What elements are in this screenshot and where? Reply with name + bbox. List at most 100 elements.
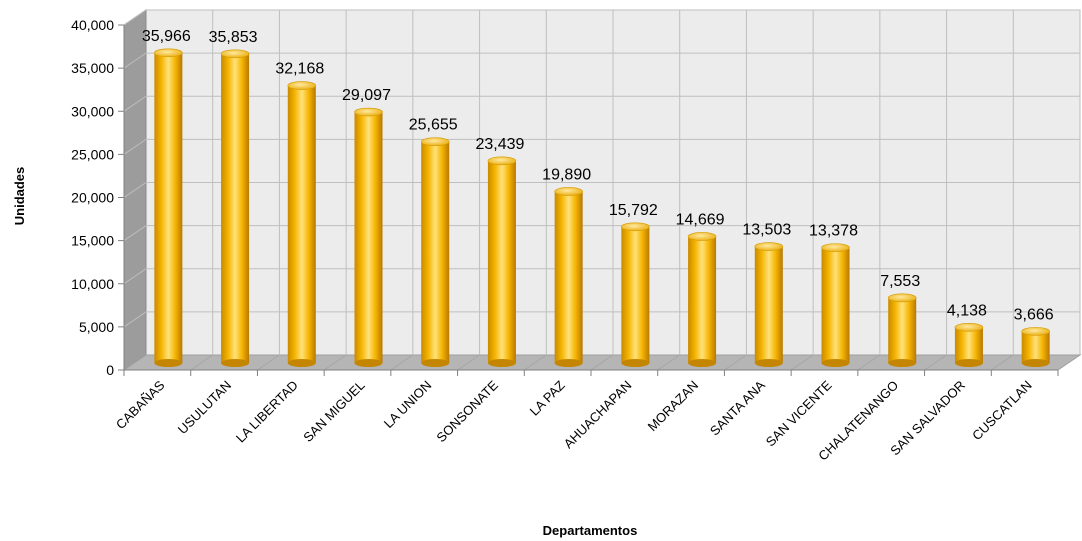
bar (1021, 327, 1050, 367)
x-tick-label: SANTA ANA (707, 377, 768, 438)
data-label: 19,890 (542, 166, 591, 183)
bar-top (954, 323, 984, 332)
bar (754, 242, 784, 367)
data-label: 7,553 (880, 273, 920, 290)
x-tick-label: LA LIBERTAD (233, 378, 301, 446)
bar-body (221, 53, 250, 363)
gridline-side (123, 9, 147, 26)
bar-body (888, 297, 917, 363)
bar-body (287, 85, 316, 364)
y-tick-label: 10,000 (71, 276, 114, 292)
bar-body (1021, 331, 1050, 363)
bar-base (554, 359, 583, 367)
bar-top (554, 187, 583, 196)
bar (420, 137, 450, 367)
bar-base (154, 359, 183, 367)
gridline-side (123, 138, 147, 155)
data-label: 35,853 (209, 29, 258, 46)
floor-line (590, 354, 614, 371)
data-label: 32,168 (275, 61, 324, 78)
bar-body (621, 226, 650, 363)
bar-base (954, 359, 983, 367)
data-label: 14,669 (676, 211, 725, 228)
bar-base (754, 359, 783, 367)
bar-base (621, 359, 650, 367)
bar-top (621, 222, 650, 232)
data-label: 13,378 (809, 223, 858, 240)
y-tick-label: 35,000 (71, 60, 114, 76)
bar-base (221, 359, 250, 367)
data-label: 4,138 (947, 302, 987, 319)
gridline-side (123, 225, 147, 242)
y-axis: 0 5,000 10,000 15,000 20,000 25,000 30,000 35,0… (71, 17, 125, 378)
y-tick-label: 15,000 (71, 233, 114, 249)
bar (954, 323, 984, 367)
bar (687, 232, 717, 367)
x-tick-label: LA UNION (381, 378, 435, 432)
y-tick-label: 0 (106, 362, 114, 378)
gridline-side (123, 95, 147, 112)
floor-line (790, 354, 814, 371)
bar-body (954, 327, 983, 363)
bar-top (821, 243, 850, 252)
bar (554, 187, 583, 367)
bar-top (687, 232, 717, 241)
bar (154, 48, 183, 367)
bar-body (754, 246, 783, 363)
bar-top (754, 242, 784, 251)
bar-top (420, 137, 450, 147)
floor-line (657, 354, 680, 371)
bar (354, 107, 383, 367)
x-tick-label: USULUTAN (175, 378, 234, 437)
floor-line (991, 354, 1014, 371)
bar-top (887, 293, 917, 303)
bar-base (487, 359, 516, 367)
y-tick-label: 20,000 (71, 190, 114, 206)
bar-top (487, 156, 517, 166)
bar-base (421, 359, 450, 367)
y-tick-label: 5,000 (79, 319, 114, 335)
bar-base (888, 359, 917, 367)
bar-top (287, 81, 317, 90)
data-label: 29,097 (342, 87, 391, 104)
bar (621, 222, 650, 367)
gridline-side (123, 182, 147, 198)
chart-walls (122, 9, 1082, 371)
bar-top (354, 107, 383, 117)
y-tick-label: 30,000 (71, 103, 114, 119)
x-tick-label: LA PAZ (527, 377, 568, 418)
x-tick-label: SONSONATE (433, 377, 501, 445)
bar-body (154, 52, 183, 364)
data-label: 3,666 (1014, 306, 1054, 323)
x-tick-label: AHUACHAPAN (561, 378, 635, 452)
floor-line (323, 354, 347, 371)
x-tick-label: CUSCATLAN (969, 378, 1035, 444)
bar-base (354, 359, 383, 367)
floor-line (190, 354, 213, 371)
bar-body (821, 247, 850, 363)
floor-line (390, 354, 414, 371)
bar (821, 243, 850, 367)
bar-top (1021, 327, 1050, 336)
bar-body (688, 236, 717, 363)
bar (487, 156, 517, 367)
floor-line (724, 354, 747, 371)
bar-base (688, 359, 717, 367)
y-tick-label: 40,000 (71, 17, 114, 33)
bar-body (487, 160, 516, 363)
data-label: 25,655 (409, 117, 458, 134)
x-tick-label: SAN MIGUEL (300, 378, 367, 445)
floor-line (924, 354, 947, 371)
data-label: 35,966 (142, 28, 191, 45)
bar-body (421, 141, 450, 363)
y-tick-label: 25,000 (71, 146, 114, 162)
bar-base (287, 359, 316, 367)
bar (287, 81, 317, 367)
bar-base (821, 359, 850, 367)
floor-line (257, 354, 280, 371)
x-axis-title: Departamentos (543, 523, 638, 538)
data-labels: 35,966 35,853 32,168 29,097 25,655 23,439 19,8… (142, 28, 1054, 324)
bar-base (1021, 359, 1050, 367)
